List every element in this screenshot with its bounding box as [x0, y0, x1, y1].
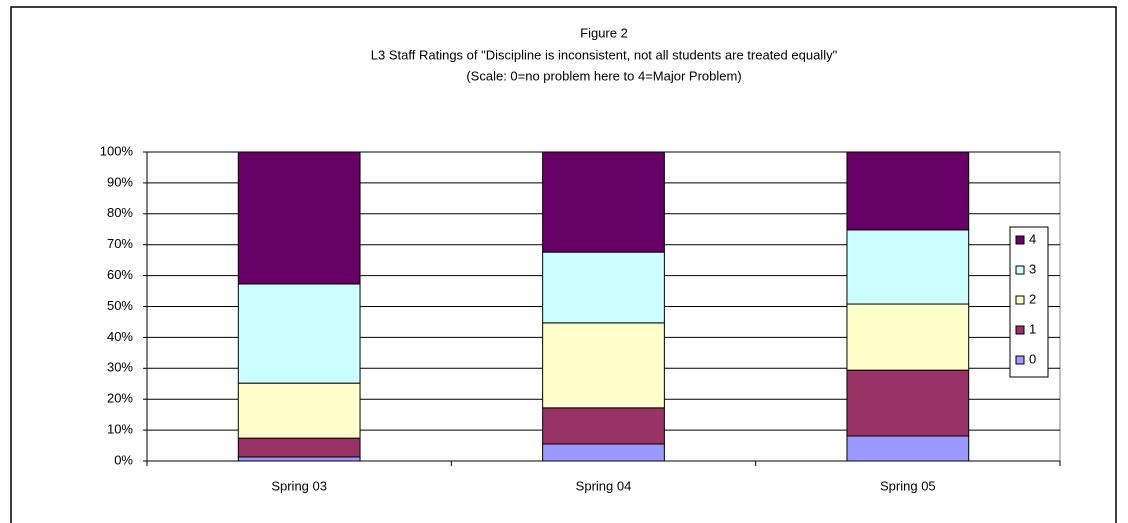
- legend-swatch: [1015, 355, 1025, 365]
- bar-segment: [846, 435, 970, 462]
- y-tick-label: 20%: [107, 391, 133, 406]
- legend-label: 4: [1029, 231, 1036, 246]
- legend-label: 0: [1029, 351, 1036, 366]
- y-tick-label: 100%: [100, 143, 134, 158]
- y-tick-label: 60%: [107, 267, 133, 282]
- bar-segment: [846, 229, 970, 305]
- bar-segment: [846, 303, 970, 371]
- legend-swatch: [1015, 235, 1025, 245]
- y-tick-label: 50%: [107, 298, 133, 313]
- chart-title: Figure 2: [580, 25, 628, 40]
- bar-segment: [846, 151, 970, 231]
- y-tick-label: 40%: [107, 329, 133, 344]
- chart-title: L3 Staff Ratings of "Discipline is incon…: [371, 47, 838, 62]
- bar-segment: [846, 369, 970, 437]
- legend-label: 3: [1029, 261, 1036, 276]
- y-tick-label: 10%: [107, 422, 133, 437]
- y-tick-label: 80%: [107, 205, 133, 220]
- y-tick-label: 90%: [107, 174, 133, 189]
- bar-segment: [237, 151, 361, 285]
- bar-segment: [542, 151, 665, 253]
- x-tick-label: Spring 04: [576, 478, 632, 493]
- bar-segment: [542, 407, 665, 445]
- y-tick-label: 70%: [107, 236, 133, 251]
- legend-swatch: [1015, 295, 1025, 305]
- y-tick-label: 0%: [114, 452, 133, 467]
- legend-swatch: [1015, 325, 1025, 335]
- bar-segment: [237, 437, 361, 458]
- y-tick-label: 30%: [107, 360, 133, 375]
- chart-frame: [10, 6, 1117, 523]
- bar-segment: [542, 251, 665, 324]
- legend-label: 1: [1029, 321, 1036, 336]
- legend-swatch: [1015, 265, 1025, 275]
- bar-segment: [237, 456, 361, 462]
- bar-segment: [237, 382, 361, 439]
- bar-segment: [542, 322, 665, 409]
- bar-segment: [542, 443, 665, 462]
- chart-subtitle: (Scale: 0=no problem here to 4=Major Pro…: [466, 68, 741, 83]
- bar-segment: [237, 283, 361, 384]
- x-tick-label: Spring 05: [880, 478, 936, 493]
- x-tick-label: Spring 03: [271, 478, 327, 493]
- legend-label: 2: [1029, 291, 1036, 306]
